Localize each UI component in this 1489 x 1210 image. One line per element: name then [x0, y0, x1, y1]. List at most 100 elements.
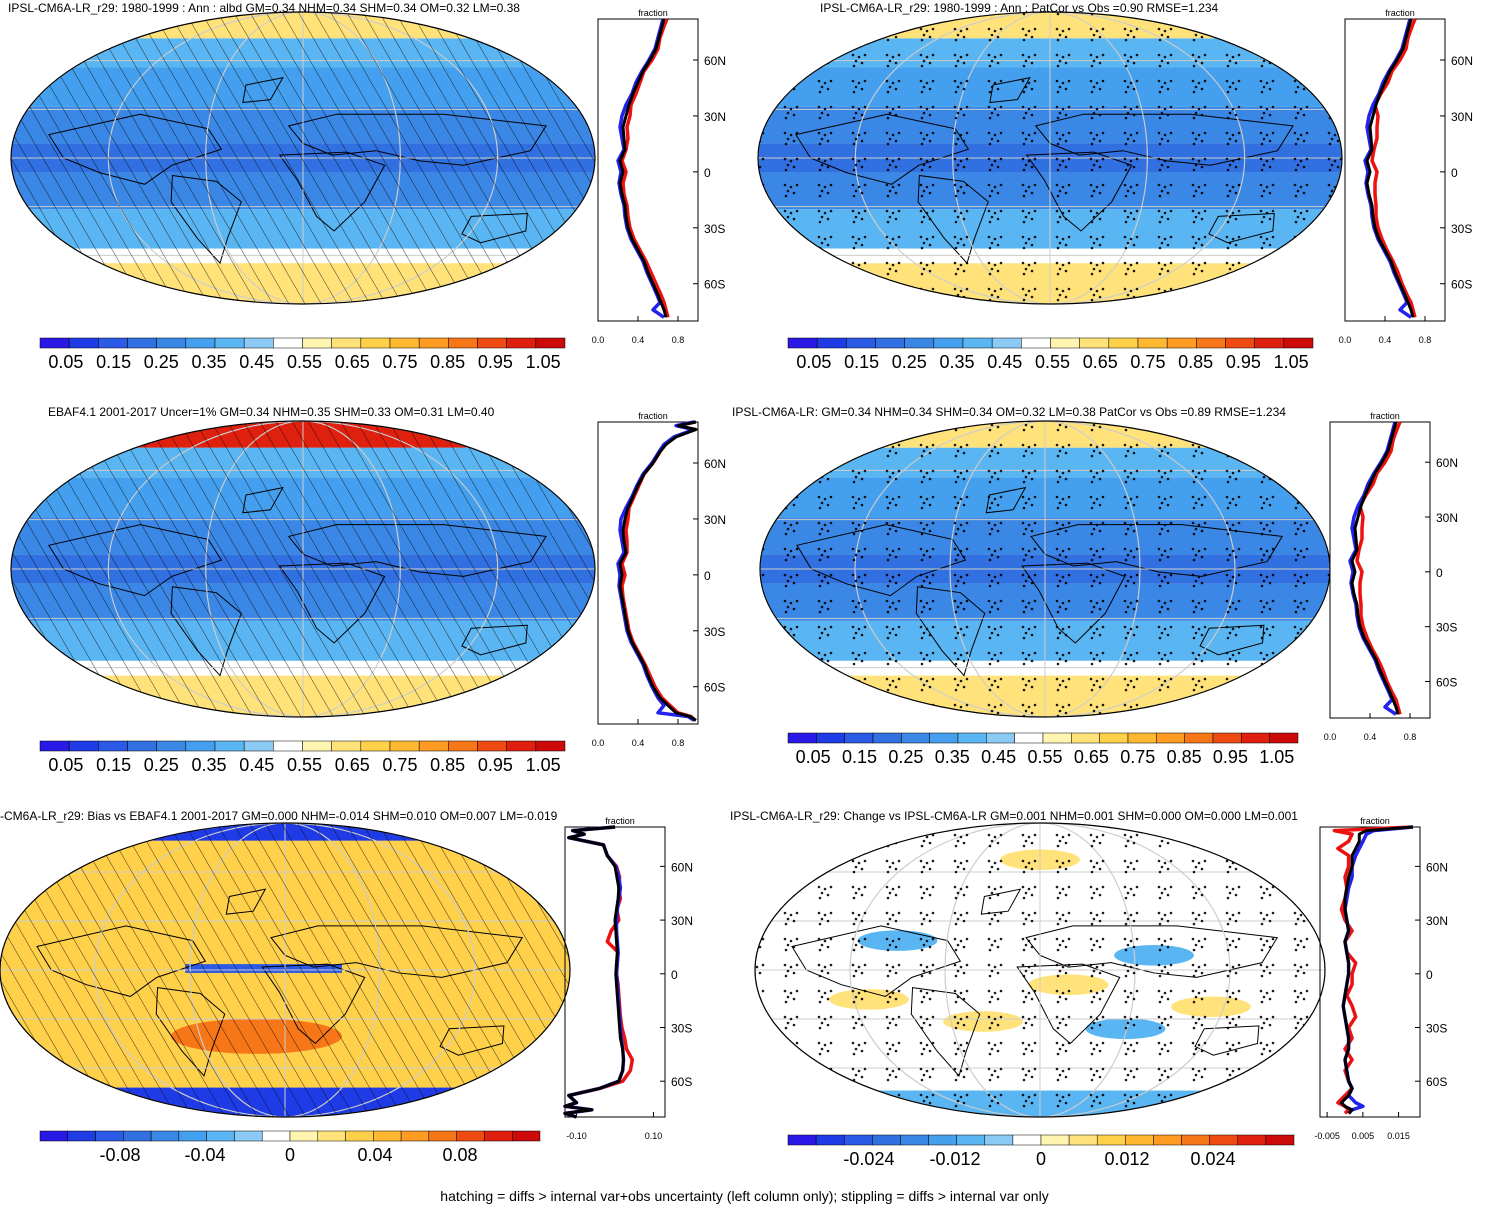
colorbar-swatch [1042, 732, 1072, 744]
colorbar-tick-label: 0.95 [1226, 352, 1261, 372]
zonal-profile: fraction 60N 30N 0 30S 60S 0.0 0.4 0.8 [592, 411, 726, 748]
colorbar-swatch [206, 1130, 235, 1142]
colorbar-swatch [816, 732, 845, 744]
profile-xtick-label: 0.0 [1324, 732, 1337, 742]
profile-ytick-label: 60S [1451, 278, 1472, 292]
colorbar-swatch [844, 732, 874, 744]
stippling-overlay [760, 421, 1330, 717]
colorbar: -0.08 -0.04 0 0.04 0.08 [39, 1130, 541, 1165]
hatching-overlay [0, 823, 570, 1117]
colorbar-swatch [1254, 337, 1285, 349]
colorbar-swatch [535, 740, 566, 752]
colorbar: 0.05 0.15 0.25 0.35 0.45 0.55 0.65 0.75 0.85 0.95… [39, 337, 566, 372]
map-field [11, 12, 595, 304]
colorbar: -0.024 -0.012 0 0.012 0.024 [787, 1134, 1295, 1169]
profile-ytick-label: 30S [1426, 1021, 1447, 1035]
colorbar-tick-label: 0 [285, 1145, 295, 1165]
map-border [757, 11, 1343, 305]
zonal-profile: fraction 60N 30N 0 30S 60S -0.005 0.005 0.015 [1314, 816, 1448, 1141]
panel-title: -CM6A-LR_r29: Bias vs EBAF4.1 2001-2017 … [0, 809, 558, 823]
panel-1: IPSL-CM6A-LR_r29: 1980-1999 : Ann : albd… [8, 1, 726, 372]
colorbar-swatch [1269, 732, 1299, 744]
colorbar-swatch [389, 740, 420, 752]
colorbar-swatch [243, 337, 274, 349]
colorbar-swatch [787, 337, 818, 349]
colorbar-swatch [39, 740, 70, 752]
profile-xtick-label: 0.4 [1379, 335, 1392, 345]
colorbar-swatch [957, 732, 987, 744]
profile-ytick-label: 30N [704, 513, 726, 527]
colorbar-tick-label: 0.95 [1213, 747, 1248, 767]
colorbar-swatch [1068, 1134, 1098, 1146]
colorbar-tick-label: -0.012 [929, 1149, 980, 1169]
colorbar-swatch [261, 1130, 291, 1142]
colorbar-tick-label: 0.15 [96, 755, 131, 775]
colorbar: 0.05 0.15 0.25 0.35 0.45 0.55 0.65 0.75 0.85 0.95… [787, 337, 1314, 372]
profile-ytick-label: 60N [704, 54, 726, 68]
colorbar-tick-label: 0.85 [430, 755, 465, 775]
panel-4: IPSL-CM6A-LR: GM=0.34 NHM=0.34 SHM=0.34 … [732, 405, 1458, 767]
colorbar-swatch [214, 740, 245, 752]
profile-ytick-label: 30N [1426, 914, 1448, 928]
profile-xtick-label: 0.0 [592, 335, 605, 345]
hatching-overlay [11, 12, 595, 304]
colorbar-swatch [456, 1130, 485, 1142]
colorbar-tick-label: 0.45 [987, 352, 1022, 372]
map-border [10, 11, 596, 305]
profile-ytick-label: 60S [704, 278, 725, 292]
colorbar-tick-label: 0.85 [1167, 747, 1202, 767]
profile-frame [1319, 826, 1421, 1118]
colorbar-swatch [243, 740, 274, 752]
colorbar-swatch [1021, 337, 1051, 349]
colorbar-tick-label: 0.25 [144, 352, 179, 372]
profile-ytick-label: 30N [1451, 110, 1473, 124]
colorbar-tick-label: 0.65 [1083, 352, 1118, 372]
profile-ytick-label: 30N [671, 914, 693, 928]
colorbar-tick-label: 0.012 [1104, 1149, 1149, 1169]
colorbar: 0.05 0.15 0.25 0.35 0.45 0.55 0.65 0.75 0.85 0.95… [787, 732, 1299, 767]
profile-xtick-label: -0.005 [1314, 1131, 1340, 1141]
panel-title: EBAF4.1 2001-2017 Uncer=1% GM=0.34 NHM=0… [48, 405, 495, 419]
colorbar-tick-label: 0.45 [981, 747, 1016, 767]
colorbar-tick-label: 0.75 [1120, 747, 1155, 767]
profile-ytick-label: 60N [1426, 860, 1448, 874]
map-border [0, 822, 571, 1118]
profile-ytick-label: 60S [704, 681, 725, 695]
colorbar-swatch [68, 740, 99, 752]
colorbar-swatch [289, 1130, 319, 1142]
colorbar-swatch [302, 740, 332, 752]
colorbar-swatch [185, 740, 216, 752]
colorbar-swatch [787, 1134, 817, 1146]
colorbar-swatch [846, 337, 876, 349]
map-field [758, 12, 1342, 304]
colorbar-swatch [317, 1130, 346, 1142]
colorbar-tick-label: 0.25 [892, 352, 927, 372]
colorbar-swatch [984, 1134, 1014, 1146]
colorbar-tick-label: 0.25 [144, 755, 179, 775]
colorbar-tick-label: 0.65 [1074, 747, 1109, 767]
panel-title: IPSL-CM6A-LR_r29: 1980-1999 : Ann : PatC… [820, 1, 1219, 15]
panel-title: IPSL-CM6A-LR_r29: Change vs IPSL-CM6A-LR… [730, 809, 1298, 823]
profile-xlabel: fraction [605, 816, 635, 826]
map-border [754, 822, 1326, 1118]
colorbar-tick-label: 0.45 [239, 352, 274, 372]
colorbar-swatch [843, 1134, 873, 1146]
colorbar-tick-label: 0.75 [382, 755, 417, 775]
colorbar-swatch [273, 740, 303, 752]
colorbar-swatch [1012, 1134, 1042, 1146]
colorbar-tick-label: 0.65 [335, 352, 370, 372]
colorbar-tick-label: 0.35 [192, 755, 227, 775]
colorbar-tick-label: 0 [1036, 1149, 1046, 1169]
colorbar-swatch [39, 337, 70, 349]
colorbar-swatch [331, 337, 362, 349]
profile-xtick-label: 0.8 [672, 335, 685, 345]
colorbar-swatch [477, 337, 507, 349]
colorbar-swatch [273, 337, 303, 349]
colorbar-swatch [1265, 1134, 1295, 1146]
colorbar-swatch [1099, 732, 1129, 744]
colorbar-tick-label: 0.05 [796, 352, 831, 372]
zonal-profile: fraction 60N 30N 0 30S 60S -0.10 0.10 [563, 816, 693, 1141]
colorbar-swatch [1184, 732, 1214, 744]
profile-series-line [563, 825, 625, 1119]
